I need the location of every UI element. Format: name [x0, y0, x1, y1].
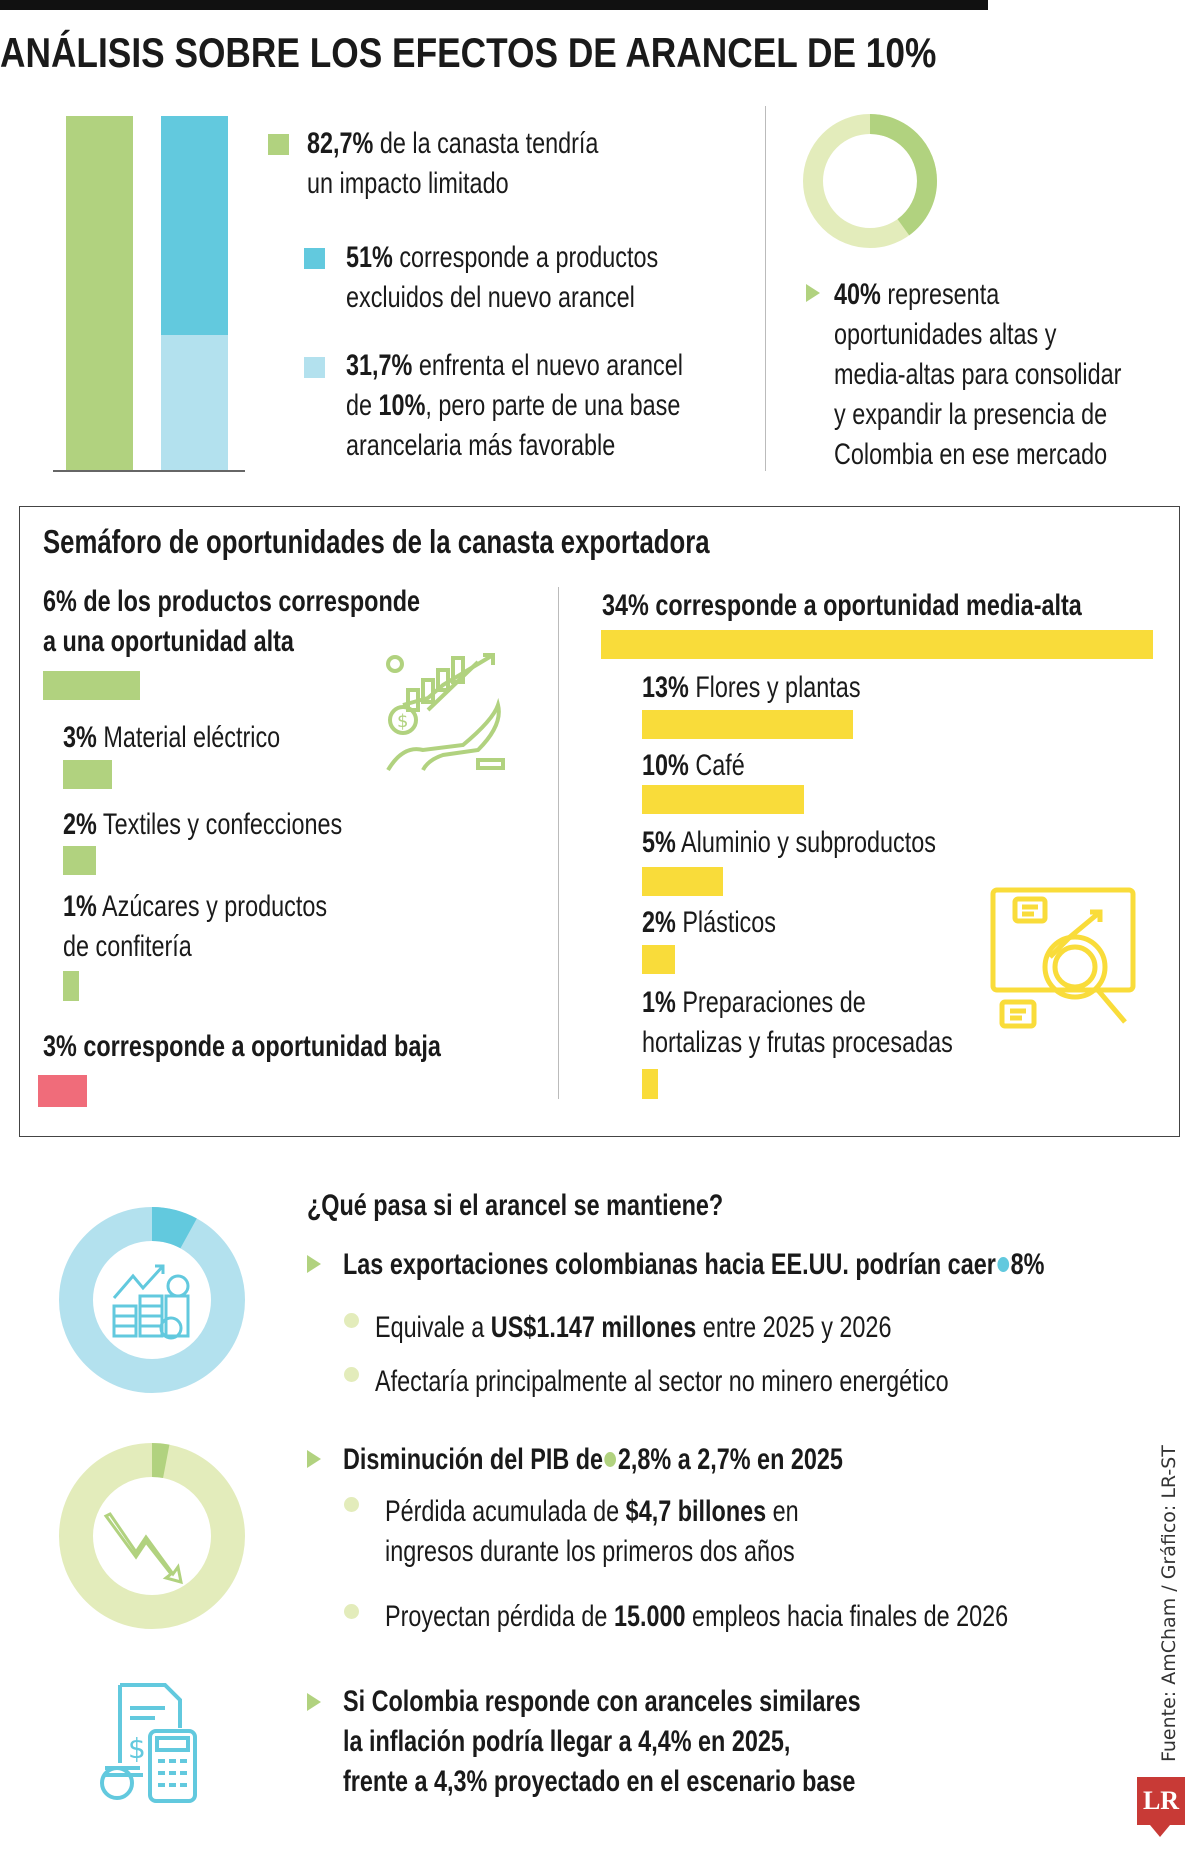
- inflation-text: Si Colombia responde con aranceles simil…: [343, 1685, 861, 1798]
- column-divider: [558, 587, 559, 1099]
- item-material-electrico: 3% Material eléctrico: [63, 721, 281, 754]
- exports-bullet-1: Equivale a US$1.147 millones entre 2025 …: [375, 1311, 892, 1344]
- bar-medium-high-34: [601, 630, 1153, 659]
- exports-text: Las exportaciones colombianas hacia EE.U…: [343, 1248, 1045, 1281]
- item-azucares: 1% Azúcares y productos de confitería: [63, 890, 328, 963]
- magnifier-analysis-icon: [990, 887, 1136, 1029]
- item-plasticos: 2% Plásticos: [642, 906, 776, 939]
- donut-segment-gdp: [59, 1443, 245, 1629]
- hand-growth-chart-icon: $: [386, 653, 505, 772]
- high-opportunity-heading: 6% de los productos corresponde a una opo…: [43, 585, 421, 658]
- item-preparaciones: 1% Preparaciones de hortalizas y frutas p…: [642, 986, 953, 1059]
- lr-logo-tail: [1150, 1825, 1170, 1837]
- bar-plasticos: [642, 945, 675, 974]
- low-opportunity-heading: 3% corresponde a oportunidad baja: [43, 1030, 441, 1063]
- bar-flores: [642, 710, 853, 739]
- bar-limited-impact: [66, 116, 133, 471]
- legend-favorable: 31,7% enfrenta el nuevo arancel de 10%, p…: [346, 349, 683, 462]
- triangle-bullet-icon: [307, 1693, 321, 1711]
- legend-swatch-cyan: [304, 248, 325, 269]
- calculator-invoice-icon: $: [100, 1683, 197, 1803]
- legend-swatch-green: [268, 134, 289, 155]
- opportunity-donut: [803, 114, 937, 248]
- bar-material-electrico: [63, 760, 112, 789]
- donut-segment-8: [59, 1207, 245, 1393]
- down-trend-arrow-icon: [103, 1512, 183, 1585]
- green-dot-icon: [604, 1451, 617, 1467]
- medium-high-heading: 34% corresponde a oportunidad media-alta: [602, 589, 1082, 622]
- item-textiles: 2% Textiles y confecciones: [63, 808, 343, 841]
- bullet-dot-icon: [344, 1313, 359, 1328]
- bar-aluminio: [642, 867, 723, 896]
- gdp-donut: [59, 1443, 245, 1629]
- section-divider: [765, 106, 766, 471]
- bullet-dot-icon: [344, 1367, 359, 1382]
- opportunity-text: 40% representa oportunidades altas y media…: [834, 278, 1122, 471]
- bullet-dot-icon: [344, 1497, 359, 1512]
- bar-excluded: [161, 116, 228, 335]
- bar-high-6: [43, 671, 140, 700]
- bar-azucares: [63, 971, 79, 1001]
- bar-low-3: [38, 1075, 87, 1107]
- bar-cafe: [642, 785, 804, 814]
- coins-chart-icon: [112, 1264, 190, 1340]
- legend-limited: 82,7% de la canasta tendría un impacto li…: [307, 127, 599, 200]
- gdp-text: Disminución del PIB de 2,8% a 2,7% en 202…: [343, 1443, 843, 1476]
- bullet-dot-icon: [344, 1604, 359, 1619]
- gdp-bullet-1: Pérdida acumulada de $4,7 billones en ing…: [385, 1495, 799, 1568]
- cyan-dot-icon: [997, 1256, 1010, 1272]
- top-rule: [0, 0, 988, 10]
- legend-swatch-light-cyan: [304, 357, 325, 378]
- item-flores: 13% Flores y plantas: [642, 671, 861, 704]
- svg-text:$: $: [128, 1732, 146, 1765]
- item-aluminio: 5% Aluminio y subproductos: [642, 826, 936, 859]
- svg-text:$: $: [397, 711, 408, 732]
- bar-preparaciones: [642, 1069, 658, 1099]
- semaforo-title: Semáforo de oportunidades de la canasta …: [43, 523, 710, 560]
- bar-favorable: [161, 335, 228, 471]
- triangle-bullet-icon: [307, 1255, 321, 1273]
- exports-bullet-2: Afectaría principalmente al sector no mi…: [375, 1365, 949, 1398]
- semaforo-box: [19, 506, 1180, 1137]
- page-title: ANÁLISIS SOBRE LOS EFECTOS DE ARANCEL DE…: [0, 29, 937, 76]
- donut-segment-40: [803, 114, 937, 248]
- item-cafe: 10% Café: [642, 749, 745, 782]
- gdp-bullet-2: Proyectan pérdida de 15.000 empleos haci…: [385, 1600, 1009, 1633]
- exports-donut: [59, 1207, 245, 1393]
- lr-logo: LR: [1137, 1777, 1185, 1825]
- scenario-heading: ¿Qué pasa si el arancel se mantiene?: [307, 1189, 724, 1222]
- bar-textiles: [63, 846, 96, 875]
- legend-excluded: 51% corresponde a productos excluidos del…: [346, 241, 659, 314]
- source-credit: Fuente: AmCham / Gráfico: LR-ST: [1158, 1445, 1180, 1762]
- bar-baseline: [53, 470, 245, 472]
- triangle-bullet-icon: [806, 284, 820, 302]
- triangle-bullet-icon: [307, 1450, 321, 1468]
